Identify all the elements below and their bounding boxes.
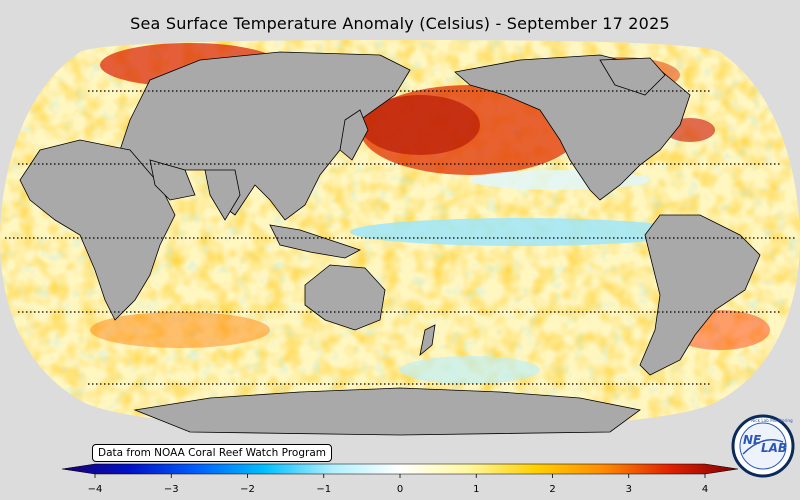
colorbar-tick-label: −4: [88, 484, 103, 495]
colorbar-tick-label: 1: [473, 484, 479, 495]
maritime-continent: [269, 224, 362, 259]
japan-landmass: [339, 109, 369, 161]
colorbar-tick-label: −2: [240, 484, 255, 495]
logo-text-left: NE: [743, 433, 762, 447]
colorbar-tick-label: 4: [702, 484, 708, 495]
new-zealand-landmass: [419, 324, 436, 357]
south-america-landmass: [639, 214, 761, 376]
logo-ring-text: Nick Lab Monitoring: [751, 418, 793, 423]
graticule: [5, 90, 795, 385]
logo-text-right: LAB: [761, 441, 787, 455]
data-credit-box: Data from NOAA Coral Reef Watch Program: [92, 444, 332, 462]
colorbar-tick-label: −3: [164, 484, 179, 495]
india-landmass: [204, 169, 241, 221]
colorbar-bar: [61, 463, 739, 475]
africa-landmass: [19, 139, 176, 321]
map-title: Sea Surface Temperature Anomaly (Celsius…: [130, 14, 670, 33]
colorbar-ticks: −4 −3 −2 −1 0 1 2 3 4: [88, 474, 708, 495]
lab-logo: NE LAB Nick Lab Monitoring: [731, 414, 795, 478]
antarctica-landmass: [133, 387, 641, 436]
greenland-landmass: [599, 57, 666, 96]
colorbar-tick-label: 2: [549, 484, 555, 495]
colorbar-tick-label: −1: [316, 484, 331, 495]
colorbar-tick-label: 0: [397, 484, 403, 495]
australia-landmass: [304, 264, 386, 331]
arabia-landmass: [149, 159, 196, 201]
colorbar: −4 −3 −2 −1 0 1 2 3 4: [61, 463, 739, 495]
colorbar-tick-label: 3: [626, 484, 632, 495]
